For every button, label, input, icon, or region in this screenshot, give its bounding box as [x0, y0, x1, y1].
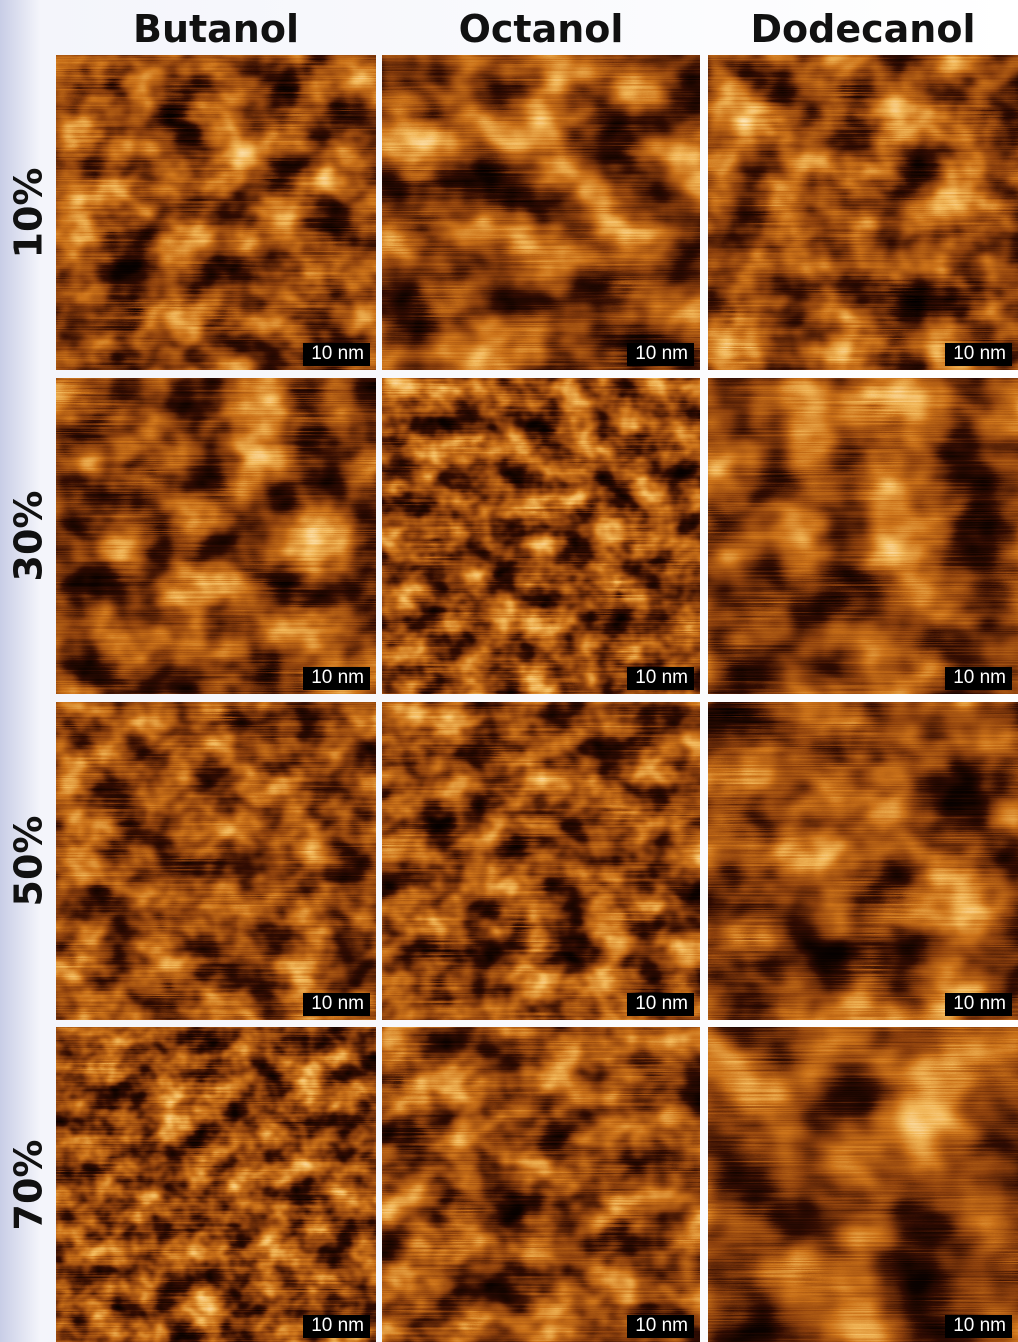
- stm-image: [708, 55, 1018, 370]
- stm-texture: [708, 702, 1018, 1020]
- scale-bar: 10 nm: [303, 1315, 370, 1338]
- stm-image: [56, 55, 376, 370]
- scale-bar: 10 nm: [945, 993, 1012, 1016]
- stm-image: [382, 378, 700, 694]
- scale-bar: 10 nm: [945, 343, 1012, 366]
- column-header-dodecanol: Dodecanol: [750, 7, 976, 51]
- stm-texture: [56, 378, 376, 694]
- image-panel-octanol-10: 10 nm: [382, 55, 700, 370]
- image-panel-dodecanol-50: 10 nm: [708, 702, 1018, 1020]
- stm-texture: [708, 55, 1018, 370]
- stm-texture: [708, 378, 1018, 694]
- scale-bar: 10 nm: [627, 343, 694, 366]
- image-panel-butanol-50: 10 nm: [56, 702, 376, 1020]
- image-panel-octanol-30: 10 nm: [382, 378, 700, 694]
- scale-bar: 10 nm: [303, 993, 370, 1016]
- scale-bar: 10 nm: [945, 667, 1012, 690]
- stm-image: [56, 702, 376, 1020]
- image-panel-butanol-30: 10 nm: [56, 378, 376, 694]
- scale-bar: 10 nm: [627, 993, 694, 1016]
- column-header-butanol: Butanol: [132, 7, 299, 51]
- row-header-10: 10%: [6, 167, 50, 258]
- scale-bar: 10 nm: [303, 343, 370, 366]
- row-header-70: 70%: [6, 1139, 50, 1230]
- stm-texture: [708, 1027, 1018, 1342]
- stm-texture: [382, 55, 700, 370]
- stm-image: [56, 378, 376, 694]
- scale-bar: 10 nm: [303, 667, 370, 690]
- row-header-30: 30%: [6, 490, 50, 582]
- stm-image: [708, 378, 1018, 694]
- stm-texture: [382, 378, 700, 694]
- stm-texture: [56, 55, 376, 370]
- stm-texture: [56, 1027, 376, 1342]
- column-header-octanol: Octanol: [458, 7, 624, 51]
- row-header-50: 50%: [6, 815, 50, 907]
- image-panel-dodecanol-30: 10 nm: [708, 378, 1018, 694]
- stm-image: [56, 1027, 376, 1342]
- scale-bar: 10 nm: [627, 667, 694, 690]
- stm-texture: [56, 702, 376, 1020]
- stm-texture: [382, 702, 700, 1020]
- stm-image: [382, 702, 700, 1020]
- stm-image: [708, 702, 1018, 1020]
- stm-image: [382, 1027, 700, 1342]
- scale-bar: 10 nm: [945, 1315, 1012, 1338]
- image-panel-dodecanol-70: 10 nm: [708, 1027, 1018, 1342]
- image-panel-octanol-70: 10 nm: [382, 1027, 700, 1342]
- image-panel-butanol-10: 10 nm: [56, 55, 376, 370]
- image-panel-dodecanol-10: 10 nm: [708, 55, 1018, 370]
- scale-bar: 10 nm: [627, 1315, 694, 1338]
- stm-texture: [382, 1027, 700, 1342]
- stm-image: [382, 55, 700, 370]
- image-panel-butanol-70: 10 nm: [56, 1027, 376, 1342]
- stm-image: [708, 1027, 1018, 1342]
- image-panel-octanol-50: 10 nm: [382, 702, 700, 1020]
